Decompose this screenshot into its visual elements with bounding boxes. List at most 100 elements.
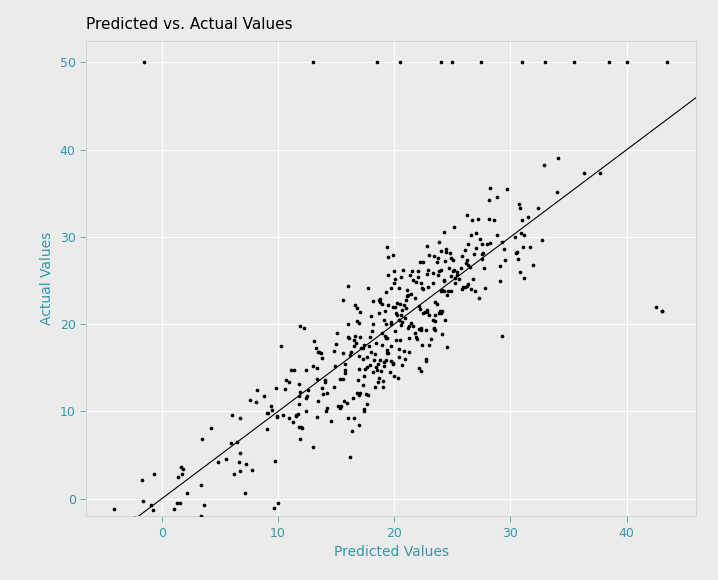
Point [225,438,236,448]
Point [538,160,550,169]
Point [474,293,485,303]
Point [199,501,210,510]
Point [662,58,673,67]
Point [337,349,348,358]
Point [340,365,351,375]
Point [434,267,445,276]
Point [284,378,295,387]
Point [395,272,406,281]
Point [316,383,327,392]
Point [330,361,341,371]
Point [447,58,458,67]
Point [338,397,350,406]
Point [401,291,413,300]
Point [518,274,530,283]
Point [444,248,456,258]
Point [363,341,375,350]
Point [393,315,404,324]
Point [425,335,437,344]
Point [416,340,427,350]
Point [375,295,386,304]
Point [387,358,398,368]
Point [371,365,383,375]
Point [432,253,444,263]
Point [378,358,390,367]
Point [394,58,406,67]
Point [177,465,189,474]
Point [509,233,521,242]
Point [286,366,297,375]
Point [349,413,360,422]
Point [443,263,454,272]
Point [474,234,485,244]
Point [228,469,240,478]
Point [499,244,510,253]
Point [388,302,399,311]
Point [382,300,393,309]
Point [328,346,340,356]
Point [139,58,150,67]
Point [451,270,462,280]
Point [315,348,327,357]
Point [396,321,407,330]
Point [438,286,449,295]
Point [388,266,400,276]
Point [470,243,481,252]
Point [355,308,366,317]
Point [406,266,418,276]
Point [312,397,324,406]
Point [462,210,473,219]
Point [439,276,450,285]
Point [317,389,329,398]
Point [342,414,353,423]
Point [472,215,483,224]
Point [466,215,477,224]
Point [457,282,469,292]
Point [341,399,353,408]
Point [435,58,447,67]
Point [465,262,476,271]
Point [376,340,388,350]
Point [578,168,589,177]
Point [396,306,407,315]
Point [99,529,111,538]
Point [98,529,110,538]
Point [424,310,435,320]
Point [293,379,304,389]
Point [307,58,319,67]
Point [389,274,401,283]
Point [433,309,444,318]
Point [381,288,392,297]
Point [146,500,157,509]
Point [369,349,381,358]
Point [308,336,320,345]
Point [419,307,431,316]
Point [231,437,243,447]
Point [494,276,505,285]
Point [524,242,536,252]
Point [353,318,365,328]
Point [432,271,444,280]
Point [368,355,380,364]
Point [348,394,359,403]
Point [411,332,422,342]
Point [138,524,149,534]
Point [346,426,358,436]
Point [220,454,231,463]
Point [512,254,523,263]
Point [431,257,442,266]
Point [137,496,149,506]
Point [429,317,440,326]
Point [441,342,452,351]
Point [129,514,140,523]
Point [287,418,299,427]
Point [514,268,526,277]
Point [540,58,551,67]
Point [432,299,443,309]
Point [310,343,322,353]
Point [376,328,388,337]
Point [367,367,378,376]
Point [491,231,503,240]
Point [449,273,460,282]
Point [373,309,385,318]
